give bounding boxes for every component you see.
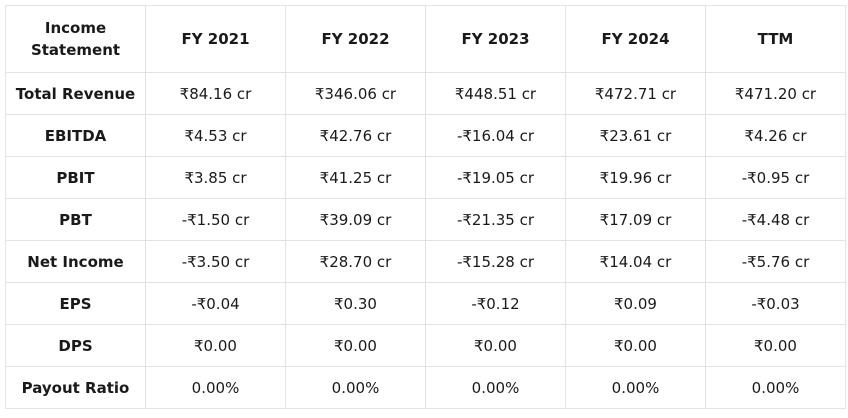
cell-value: ₹0.30 [285,282,426,325]
table-row-pbit: PBIT ₹3.85 cr ₹41.25 cr -₹19.05 cr ₹19.9… [5,156,846,199]
table-row-total-revenue: Total Revenue ₹84.16 cr ₹346.06 cr ₹448.… [5,72,846,115]
cell-value: ₹14.04 cr [565,240,706,283]
cell-value: ₹0.00 [285,324,426,367]
cell-value: ₹0.09 [565,282,706,325]
cell-value: ₹84.16 cr [145,72,286,115]
header-fy-2024: FY 2024 [565,5,706,73]
cell-value: -₹21.35 cr [425,198,566,241]
row-label-net-income: Net Income [5,240,146,283]
row-label-payout-ratio: Payout Ratio [5,366,146,409]
header-ttm: TTM [705,5,846,73]
income-statement-table: Income Statement FY 2021 FY 2022 FY 2023… [5,5,846,409]
row-label-total-revenue: Total Revenue [5,72,146,115]
income-statement-container: Income Statement FY 2021 FY 2022 FY 2023… [5,5,846,409]
table-row-dps: DPS ₹0.00 ₹0.00 ₹0.00 ₹0.00 ₹0.00 [5,324,846,367]
cell-value: -₹4.48 cr [705,198,846,241]
cell-value: -₹3.50 cr [145,240,286,283]
cell-value: -₹0.03 [705,282,846,325]
cell-value: ₹4.53 cr [145,114,286,157]
cell-value: ₹41.25 cr [285,156,426,199]
cell-value: ₹42.76 cr [285,114,426,157]
table-body: Total Revenue ₹84.16 cr ₹346.06 cr ₹448.… [5,72,846,409]
table-row-net-income: Net Income -₹3.50 cr ₹28.70 cr -₹15.28 c… [5,240,846,283]
cell-value: -₹1.50 cr [145,198,286,241]
header-fy-2021: FY 2021 [145,5,286,73]
row-label-dps: DPS [5,324,146,367]
table-row-payout-ratio: Payout Ratio 0.00% 0.00% 0.00% 0.00% 0.0… [5,366,846,409]
cell-value: -₹5.76 cr [705,240,846,283]
cell-value: ₹0.00 [565,324,706,367]
header-fy-2023: FY 2023 [425,5,566,73]
cell-value: 0.00% [145,366,286,409]
cell-value: 0.00% [705,366,846,409]
cell-value: 0.00% [565,366,706,409]
cell-value: -₹0.04 [145,282,286,325]
cell-value: ₹3.85 cr [145,156,286,199]
row-label-eps: EPS [5,282,146,325]
cell-value: -₹19.05 cr [425,156,566,199]
cell-value: ₹448.51 cr [425,72,566,115]
table-header: Income Statement FY 2021 FY 2022 FY 2023… [5,5,846,73]
cell-value: ₹17.09 cr [565,198,706,241]
header-row: Income Statement FY 2021 FY 2022 FY 2023… [5,5,846,73]
cell-value: ₹346.06 cr [285,72,426,115]
header-fy-2022: FY 2022 [285,5,426,73]
cell-value: -₹0.12 [425,282,566,325]
cell-value: ₹472.71 cr [565,72,706,115]
cell-value: 0.00% [285,366,426,409]
header-income-statement: Income Statement [5,5,146,73]
cell-value: -₹15.28 cr [425,240,566,283]
cell-value: 0.00% [425,366,566,409]
cell-value: -₹0.95 cr [705,156,846,199]
row-label-pbit: PBIT [5,156,146,199]
cell-value: ₹0.00 [425,324,566,367]
cell-value: ₹28.70 cr [285,240,426,283]
table-row-pbt: PBT -₹1.50 cr ₹39.09 cr -₹21.35 cr ₹17.0… [5,198,846,241]
cell-value: ₹19.96 cr [565,156,706,199]
cell-value: ₹471.20 cr [705,72,846,115]
cell-value: ₹0.00 [145,324,286,367]
table-row-eps: EPS -₹0.04 ₹0.30 -₹0.12 ₹0.09 -₹0.03 [5,282,846,325]
row-label-pbt: PBT [5,198,146,241]
row-label-ebitda: EBITDA [5,114,146,157]
cell-value: ₹4.26 cr [705,114,846,157]
cell-value: ₹39.09 cr [285,198,426,241]
cell-value: ₹23.61 cr [565,114,706,157]
table-row-ebitda: EBITDA ₹4.53 cr ₹42.76 cr -₹16.04 cr ₹23… [5,114,846,157]
cell-value: ₹0.00 [705,324,846,367]
cell-value: -₹16.04 cr [425,114,566,157]
